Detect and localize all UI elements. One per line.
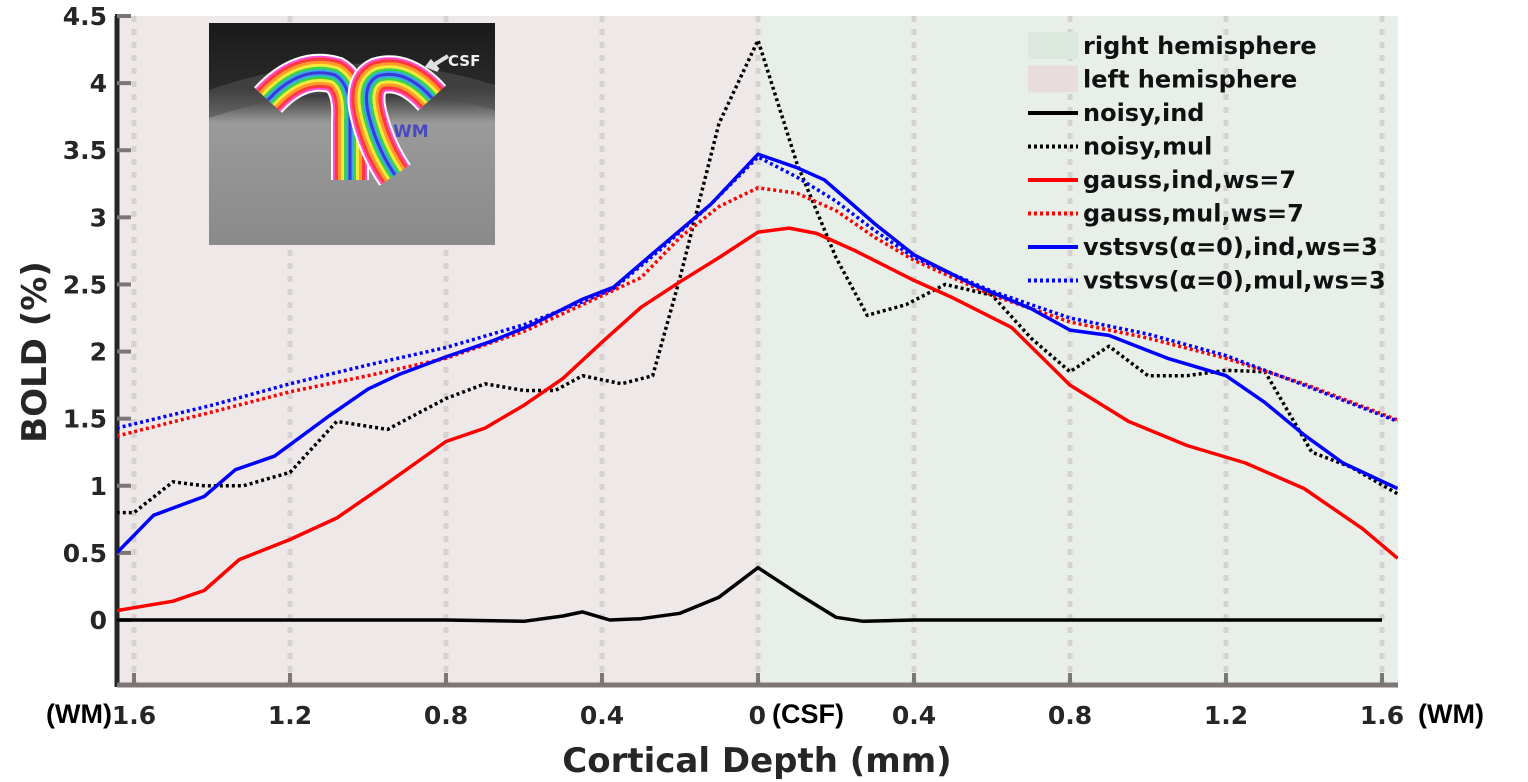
inset-brain-image: CSF WM — [209, 23, 495, 245]
series-line-gauss-ind-ws-7 — [117, 226, 1398, 613]
inset-cortex-right — [347, 55, 447, 186]
series-line-noisy-ind — [117, 565, 1382, 624]
axes: 0 0.5 1 1.5 2 2.5 3 3.5 4 4.5 1.6 1.2 0.8 0.4 0 0.4 0.8 1… — [63, 2, 1404, 730]
x-annotation-left-wm: (WM) — [46, 699, 112, 729]
legend-item: noisy,ind — [1028, 99, 1204, 127]
y-tick-label: 0 — [90, 606, 107, 635]
legend-label: vstsvs(α=0),mul,ws=3 — [1083, 267, 1386, 295]
legend-label: gauss,ind,ws=7 — [1083, 166, 1296, 194]
legend-swatch — [1028, 65, 1078, 93]
legend-label: noisy,ind — [1083, 99, 1204, 127]
y-tick-label: 4.5 — [63, 2, 107, 31]
legend-item: noisy,mul — [1028, 133, 1212, 161]
legend-label: noisy,mul — [1083, 133, 1212, 161]
legend-item: vstsvs(α=0),ind,ws=3 — [1028, 233, 1378, 261]
legend-item: gauss,mul,ws=7 — [1028, 200, 1304, 228]
y-tick-label: 1 — [90, 472, 107, 501]
legend-item: vstsvs(α=0),mul,ws=3 — [1028, 267, 1386, 295]
x-tick-label: 0 — [749, 701, 766, 730]
legend-item: left hemisphere — [1028, 65, 1297, 94]
region-right-hemisphere — [758, 16, 1398, 685]
series-line-gauss-mul-ws-7 — [117, 186, 1398, 438]
y-tick-label: 3.5 — [63, 136, 107, 165]
legend-item: gauss,ind,ws=7 — [1028, 166, 1296, 194]
inset-wm-label: WM — [393, 122, 429, 142]
legend: right hemisphere left hemisphere noisy,ind… — [1028, 32, 1386, 295]
y-tick-label: 2 — [90, 338, 107, 367]
x-annotation-csf: (CSF) — [772, 699, 844, 729]
x-tick-label: 1.2 — [1204, 701, 1248, 730]
x-annotation-right-wm: (WM) — [1418, 699, 1484, 729]
x-tick-label: 0.8 — [1048, 701, 1092, 730]
legend-label: gauss,mul,ws=7 — [1083, 200, 1304, 228]
inset-csf-arrow-icon — [424, 54, 450, 72]
legend-swatch — [1028, 32, 1078, 59]
y-tick-label: 4 — [90, 69, 107, 98]
x-tick-label: 1.6 — [112, 701, 156, 730]
inset-csf-label: CSF — [448, 52, 480, 70]
series-line-noisy-mul — [117, 38, 1398, 515]
x-tick-label: 0.4 — [580, 701, 624, 730]
legend-label: vstsvs(α=0),ind,ws=3 — [1083, 233, 1378, 261]
y-tick-label: 2.5 — [63, 270, 107, 299]
legend-label: right hemisphere — [1083, 32, 1317, 60]
y-tick-label: 3 — [90, 203, 107, 232]
x-tick-label: 0.4 — [892, 701, 936, 730]
series-lines — [117, 38, 1398, 624]
x-axis-title: Cortical Depth (mm) — [562, 741, 951, 781]
legend-item: right hemisphere — [1028, 32, 1317, 60]
legend-label: left hemisphere — [1083, 66, 1297, 94]
x-tick-label: 1.2 — [268, 701, 312, 730]
y-axis-title: BOLD (%) — [15, 261, 55, 443]
y-tick-label: 0.5 — [63, 539, 107, 568]
y-tick-label: 1.5 — [63, 405, 107, 434]
series-line-vstsvs-0-mul-ws-3 — [117, 155, 1398, 430]
x-tick-label: 1.6 — [1360, 701, 1404, 730]
x-tick-label: 0.8 — [424, 701, 468, 730]
